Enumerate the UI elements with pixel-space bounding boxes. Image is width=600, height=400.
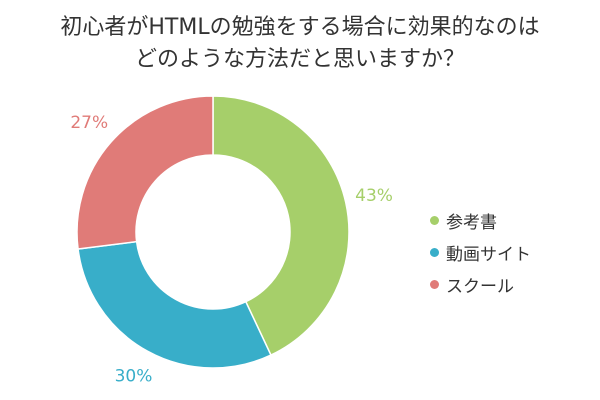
legend-item-school: スクール [430, 268, 531, 300]
value-label-school: 27% [70, 113, 108, 133]
legend-marker-video-site [430, 247, 439, 257]
value-label-textbook: 43% [355, 186, 393, 206]
legend-label-textbook: 参考書 [446, 212, 497, 233]
chart-title-line-1: 初心者がHTMLの勉強をする場合に効果的なのは [60, 15, 540, 40]
value-label-video-site: 30% [115, 367, 153, 387]
slice-textbook [212, 95, 350, 357]
legend-marker-textbook [430, 215, 439, 225]
legend-marker-school [430, 279, 439, 289]
legend-item-textbook: 参考書 [430, 204, 531, 236]
chart-title-line-2: どのような方法だと思いますか？ [134, 47, 465, 72]
slice-video-site [77, 240, 272, 369]
slice-school [76, 95, 214, 250]
legend-item-video-site: 動画サイト [430, 236, 531, 268]
legend-label-school: スクール [446, 276, 514, 297]
chart-title: 初心者がHTMLの勉強をする場合に効果的なのは どのような方法だと思いますか？ [0, 12, 600, 76]
chart-legend: 参考書 動画サイト スクール [430, 204, 531, 300]
legend-label-video-site: 動画サイト [446, 244, 531, 265]
